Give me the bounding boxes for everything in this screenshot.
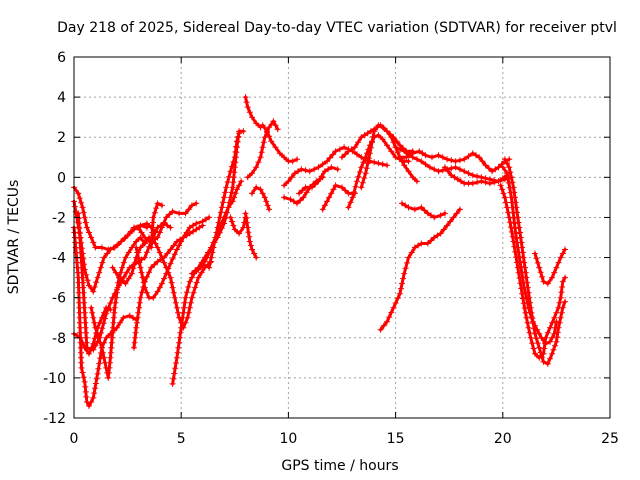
x-tick-label: 5 <box>177 431 186 447</box>
y-tick-label: 2 <box>57 130 66 146</box>
x-tick-labels: 0 5 10 15 20 25 <box>70 431 619 447</box>
x-axis-label: GPS time / hours <box>281 458 398 474</box>
y-tick-labels: -12 -10 -8 -6 -4 -2 0 2 4 6 <box>43 50 66 427</box>
x-tick-label: 20 <box>494 431 512 447</box>
y-tick-label: 4 <box>57 90 66 106</box>
axis-ticks <box>73 56 611 419</box>
series-arc-23 <box>319 182 358 213</box>
series-markers <box>339 122 416 161</box>
y-tick-label: -12 <box>43 411 66 427</box>
series-arc-35 <box>532 246 568 287</box>
plot-frame <box>73 56 611 419</box>
series-markers <box>399 200 448 221</box>
series-arc-26 <box>339 122 416 161</box>
series-arc-29 <box>441 164 511 187</box>
y-tick-label: -6 <box>52 291 66 307</box>
y-tick-label: -8 <box>52 331 66 347</box>
y-tick-label: -2 <box>52 210 66 226</box>
series-markers <box>499 164 560 347</box>
series-arc-16 <box>242 94 300 165</box>
data-series <box>71 94 568 409</box>
series-markers <box>396 148 513 175</box>
series-arc-31 <box>377 206 463 333</box>
y-tick-label: 0 <box>57 170 66 186</box>
series-markers <box>242 94 300 165</box>
series-markers <box>281 174 326 207</box>
series-markers <box>377 206 463 333</box>
series-markers <box>497 182 568 361</box>
x-tick-label: 15 <box>387 431 405 447</box>
series-markers <box>249 184 273 213</box>
y-tick-label: 6 <box>57 50 66 66</box>
series-markers <box>244 118 281 181</box>
series-arc-30 <box>399 200 448 221</box>
y-tick-label: -10 <box>43 371 66 387</box>
y-tick-label: -4 <box>52 251 66 267</box>
series-markers <box>319 182 358 213</box>
series-arc-32 <box>497 182 568 361</box>
series-arc-27 <box>396 148 513 175</box>
x-tick-label: 25 <box>601 431 619 447</box>
series-arc-22 <box>281 174 326 207</box>
chart-title: Day 218 of 2025, Sidereal Day-to-day VTE… <box>57 20 617 36</box>
series-markers <box>206 130 243 271</box>
series-arc-18 <box>249 184 273 213</box>
series-arc-9 <box>131 222 206 351</box>
series-arc-19 <box>244 118 281 181</box>
series-markers <box>148 200 165 251</box>
series-markers <box>441 164 511 187</box>
series-arc-5 <box>71 304 114 357</box>
series-arc-11 <box>148 200 165 251</box>
x-tick-label: 10 <box>279 431 297 447</box>
series-arc-34 <box>499 164 560 347</box>
x-tick-label: 0 <box>70 431 79 447</box>
series-arc-14 <box>206 130 243 271</box>
y-axis-label: SDTVAR / TECUs <box>6 180 22 295</box>
series-trace <box>533 248 567 286</box>
series-markers <box>532 246 568 287</box>
series-arc-17 <box>242 210 260 261</box>
series-markers <box>131 222 206 351</box>
series-markers <box>242 210 260 261</box>
